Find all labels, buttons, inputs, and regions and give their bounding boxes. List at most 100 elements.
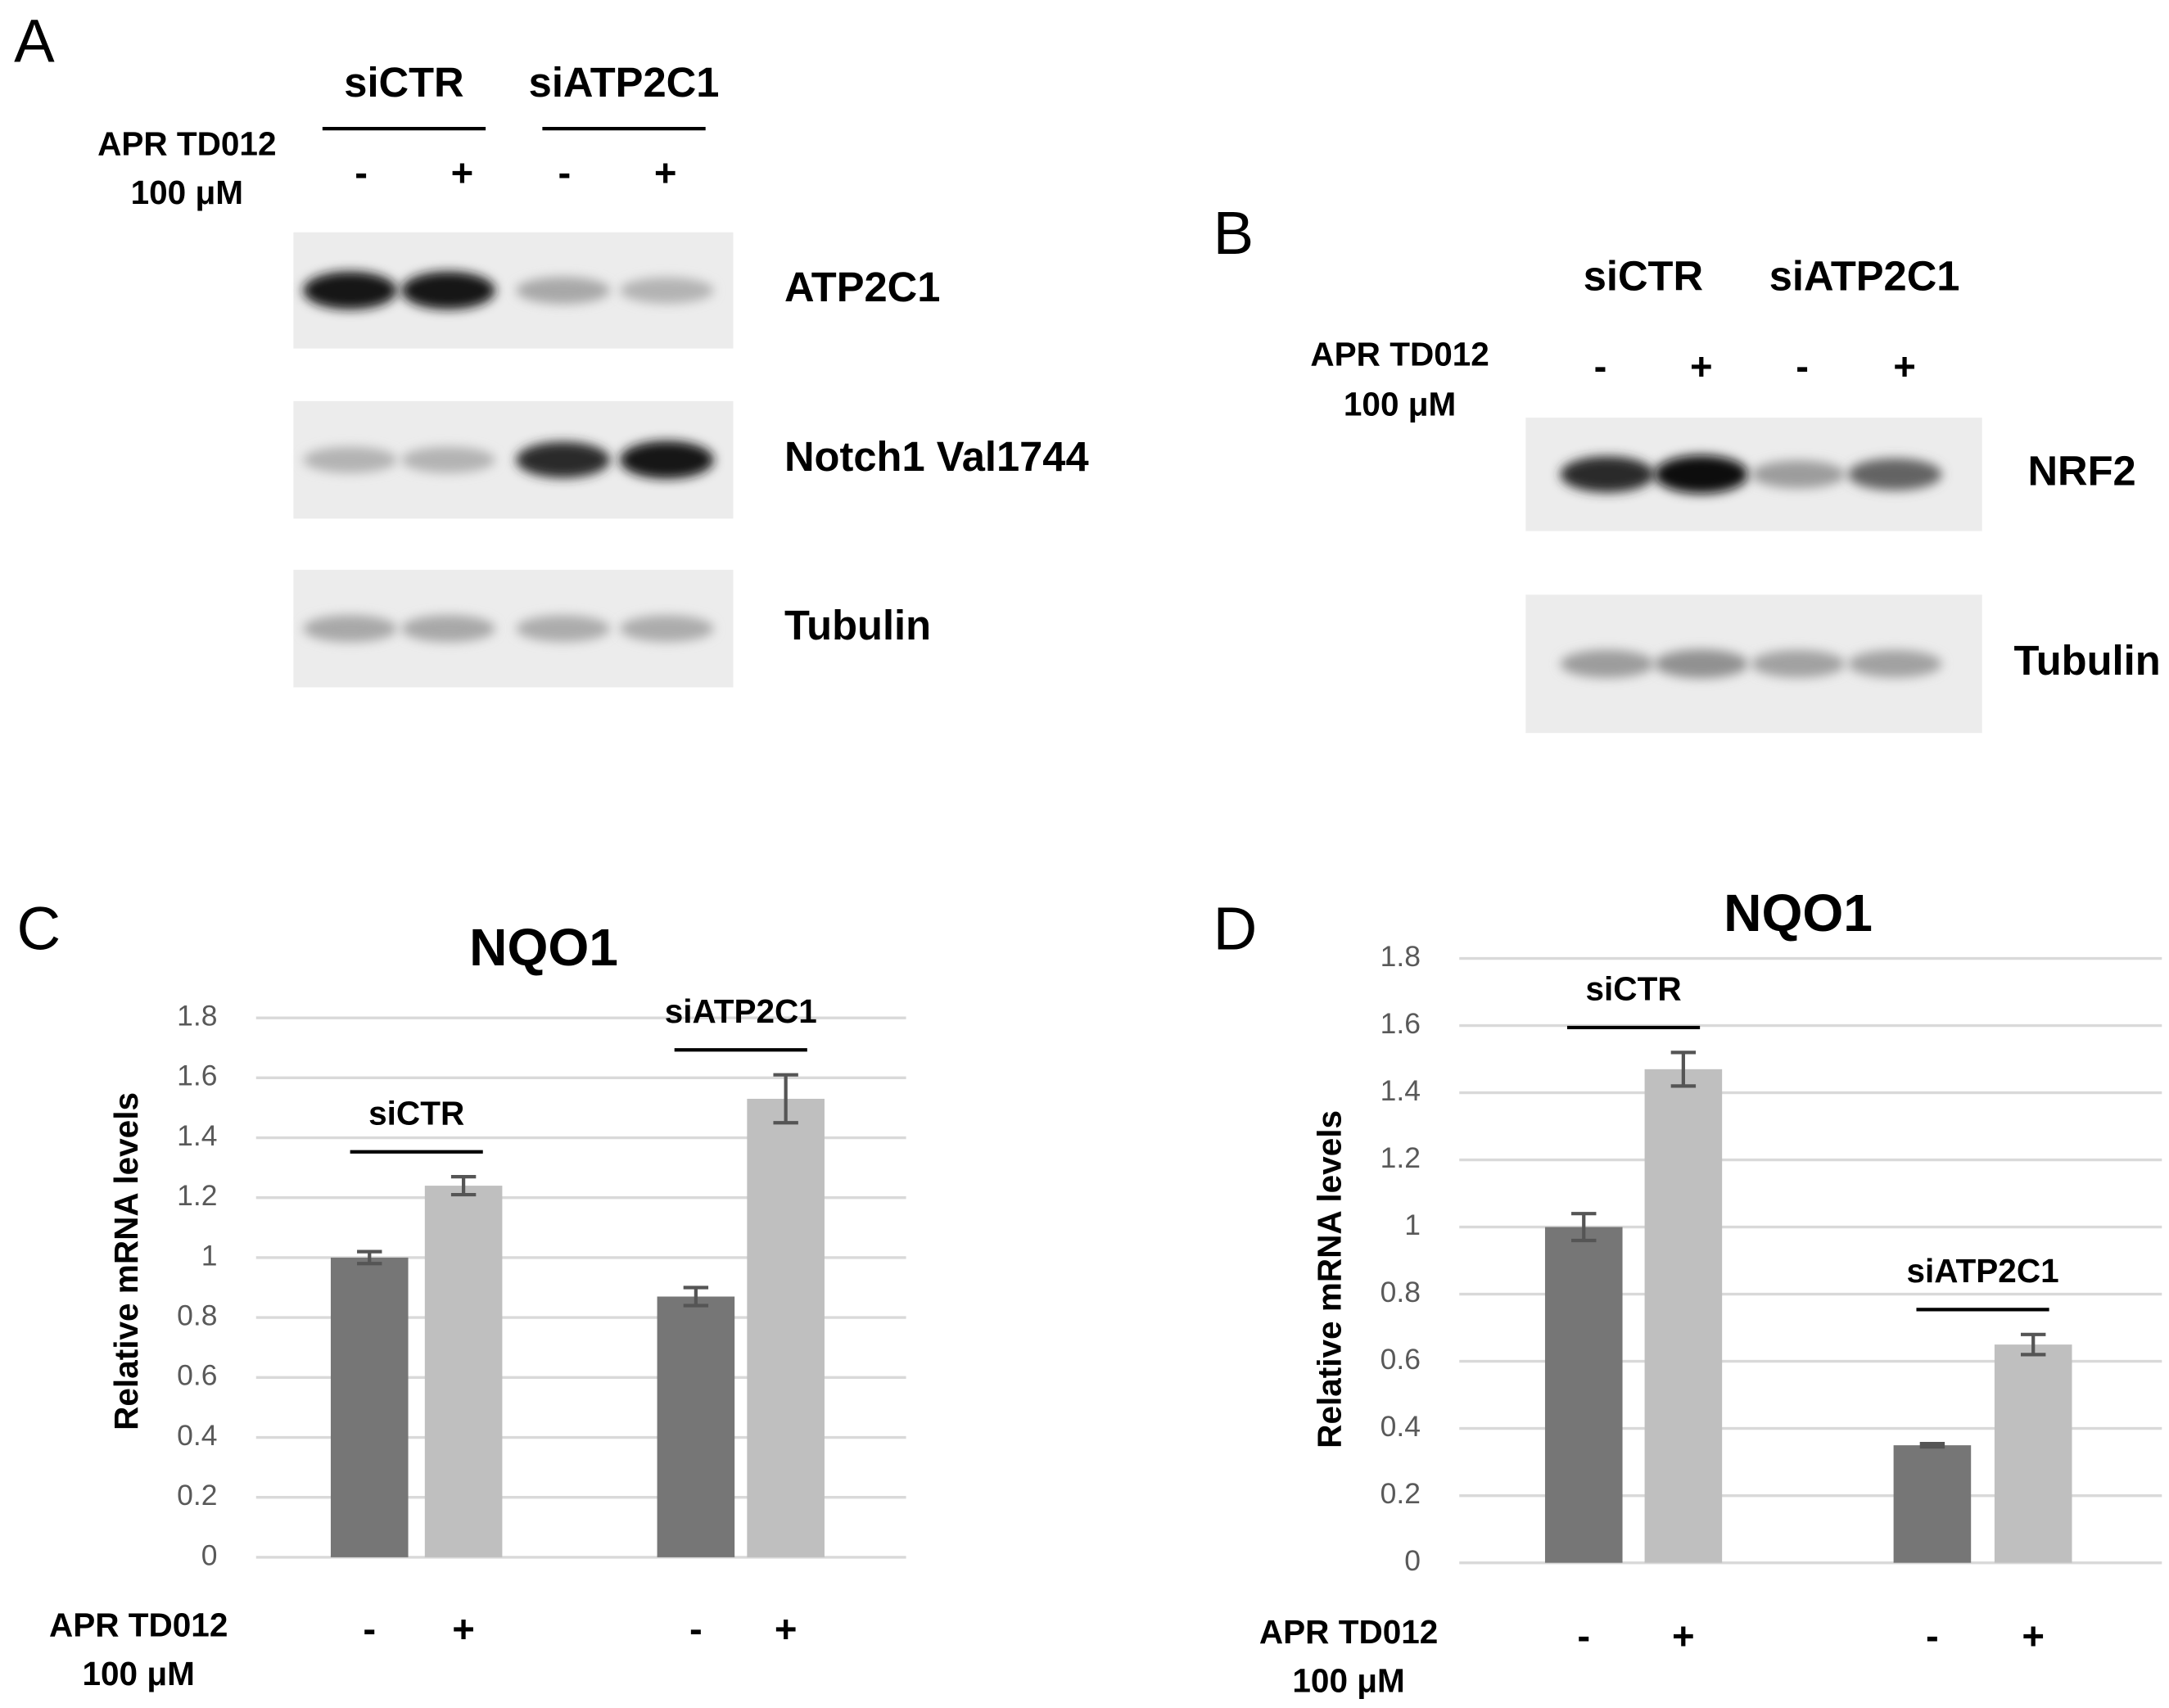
error-bar	[1670, 1051, 1697, 1088]
bar	[1644, 1069, 1723, 1563]
treatment-sign: +	[452, 1608, 475, 1652]
band	[1560, 456, 1655, 493]
y-axis-label: Relative mRNA levels	[1311, 1110, 1349, 1448]
band	[303, 271, 398, 310]
band	[619, 441, 714, 479]
error-bar	[357, 1249, 382, 1266]
group-label: siATP2C1	[1769, 253, 1960, 300]
y-tick-label: 0	[201, 1539, 218, 1571]
band	[516, 277, 611, 305]
lane-sign: -	[355, 151, 368, 195]
group-label: siCTR	[368, 1095, 464, 1132]
band	[619, 615, 714, 643]
blot-label: Notch1 Val1744	[784, 433, 1089, 480]
error-bar	[773, 1073, 798, 1125]
blot-label: NRF2	[2027, 448, 2135, 495]
bar	[747, 1098, 825, 1557]
group-label: siATP2C1	[1906, 1252, 2058, 1290]
y-tick-label: 0.8	[177, 1299, 217, 1331]
lane-sign: +	[451, 151, 474, 195]
bar	[424, 1186, 503, 1557]
treatment-sign: +	[1672, 1615, 1695, 1658]
y-tick-label: 0.4	[1380, 1410, 1421, 1443]
error-bar	[683, 1286, 709, 1308]
group-label: siCTR	[1584, 253, 1703, 300]
band	[1560, 649, 1655, 678]
lane-sign: +	[1893, 345, 1916, 388]
lane-sign: +	[1690, 345, 1713, 388]
treatment-sign: -	[689, 1608, 703, 1652]
band	[303, 446, 398, 473]
y-tick-label: 1.2	[1380, 1141, 1421, 1174]
panel-letter: C	[17, 895, 61, 963]
treatment-label: APR TD012	[1310, 335, 1489, 373]
y-tick-label: 0.4	[177, 1419, 217, 1452]
y-tick-label: 1.4	[1380, 1074, 1421, 1107]
blot-label: ATP2C1	[784, 264, 940, 310]
y-tick-label: 1	[201, 1239, 218, 1272]
y-tick-label: 0.2	[1380, 1477, 1421, 1510]
band	[1751, 460, 1846, 489]
band	[1654, 454, 1749, 494]
y-tick-label: 1.2	[177, 1179, 217, 1212]
blot-label: Tubulin	[784, 602, 931, 648]
y-tick-label: 0.8	[1380, 1276, 1421, 1308]
panel-letter: A	[14, 7, 55, 75]
panel-letter: B	[1213, 199, 1254, 267]
y-tick-label: 1.4	[177, 1119, 217, 1152]
band	[516, 441, 611, 478]
band	[619, 277, 714, 304]
bar	[657, 1296, 735, 1557]
error-bar	[450, 1175, 477, 1197]
y-tick-label: 0	[1404, 1544, 1421, 1577]
group-label: siATP2C1	[529, 59, 720, 106]
treatment-label: APR TD012	[97, 125, 276, 163]
y-tick-label: 1.6	[1380, 1007, 1421, 1040]
treatment-sign: +	[775, 1608, 798, 1652]
y-tick-label: 0.6	[1380, 1343, 1421, 1376]
band	[1654, 649, 1749, 679]
bar	[1893, 1445, 1972, 1563]
treatment-sign: -	[363, 1608, 376, 1652]
treatment-label: 100 μM	[131, 174, 243, 211]
group-label: siCTR	[1586, 970, 1682, 1008]
band	[401, 615, 495, 643]
chart-title: NQO1	[1724, 883, 1873, 942]
group-label: siCTR	[344, 59, 463, 106]
error-bar	[1571, 1212, 1597, 1243]
band	[1847, 458, 1942, 490]
y-tick-label: 0.6	[177, 1359, 217, 1392]
treatment-label: APR TD012	[1259, 1613, 1438, 1651]
bar	[1994, 1344, 2072, 1563]
group-label: siATP2C1	[665, 992, 817, 1030]
band	[516, 615, 611, 643]
band	[401, 446, 495, 473]
band	[1847, 649, 1942, 678]
chart-title: NQO1	[469, 918, 618, 977]
panel-letter: D	[1213, 895, 1258, 963]
blot-label: Tubulin	[2014, 637, 2161, 684]
y-tick-label: 1	[1404, 1209, 1421, 1241]
treatment-label: 100 μM	[1344, 385, 1456, 422]
treatment-label: 100 μM	[1292, 1661, 1404, 1699]
band	[1751, 649, 1846, 678]
band	[303, 615, 398, 643]
lane-sign: +	[654, 151, 677, 195]
band	[401, 271, 495, 310]
y-tick-label: 1.6	[177, 1060, 217, 1092]
bar	[330, 1257, 409, 1557]
y-axis-label: Relative mRNA levels	[107, 1092, 145, 1430]
y-tick-label: 1.8	[177, 1000, 217, 1032]
error-bar	[1919, 1441, 1945, 1449]
error-bar	[2020, 1332, 2046, 1357]
treatment-label: 100 μM	[82, 1655, 194, 1692]
y-tick-label: 0.2	[177, 1479, 217, 1511]
y-tick-label: 1.8	[1380, 940, 1421, 973]
treatment-sign: -	[1577, 1615, 1590, 1658]
lane-sign: -	[1594, 345, 1607, 388]
lane-sign: -	[1796, 345, 1809, 388]
bar	[1544, 1227, 1623, 1563]
lane-sign: -	[558, 151, 572, 195]
treatment-sign: -	[1926, 1615, 1939, 1658]
